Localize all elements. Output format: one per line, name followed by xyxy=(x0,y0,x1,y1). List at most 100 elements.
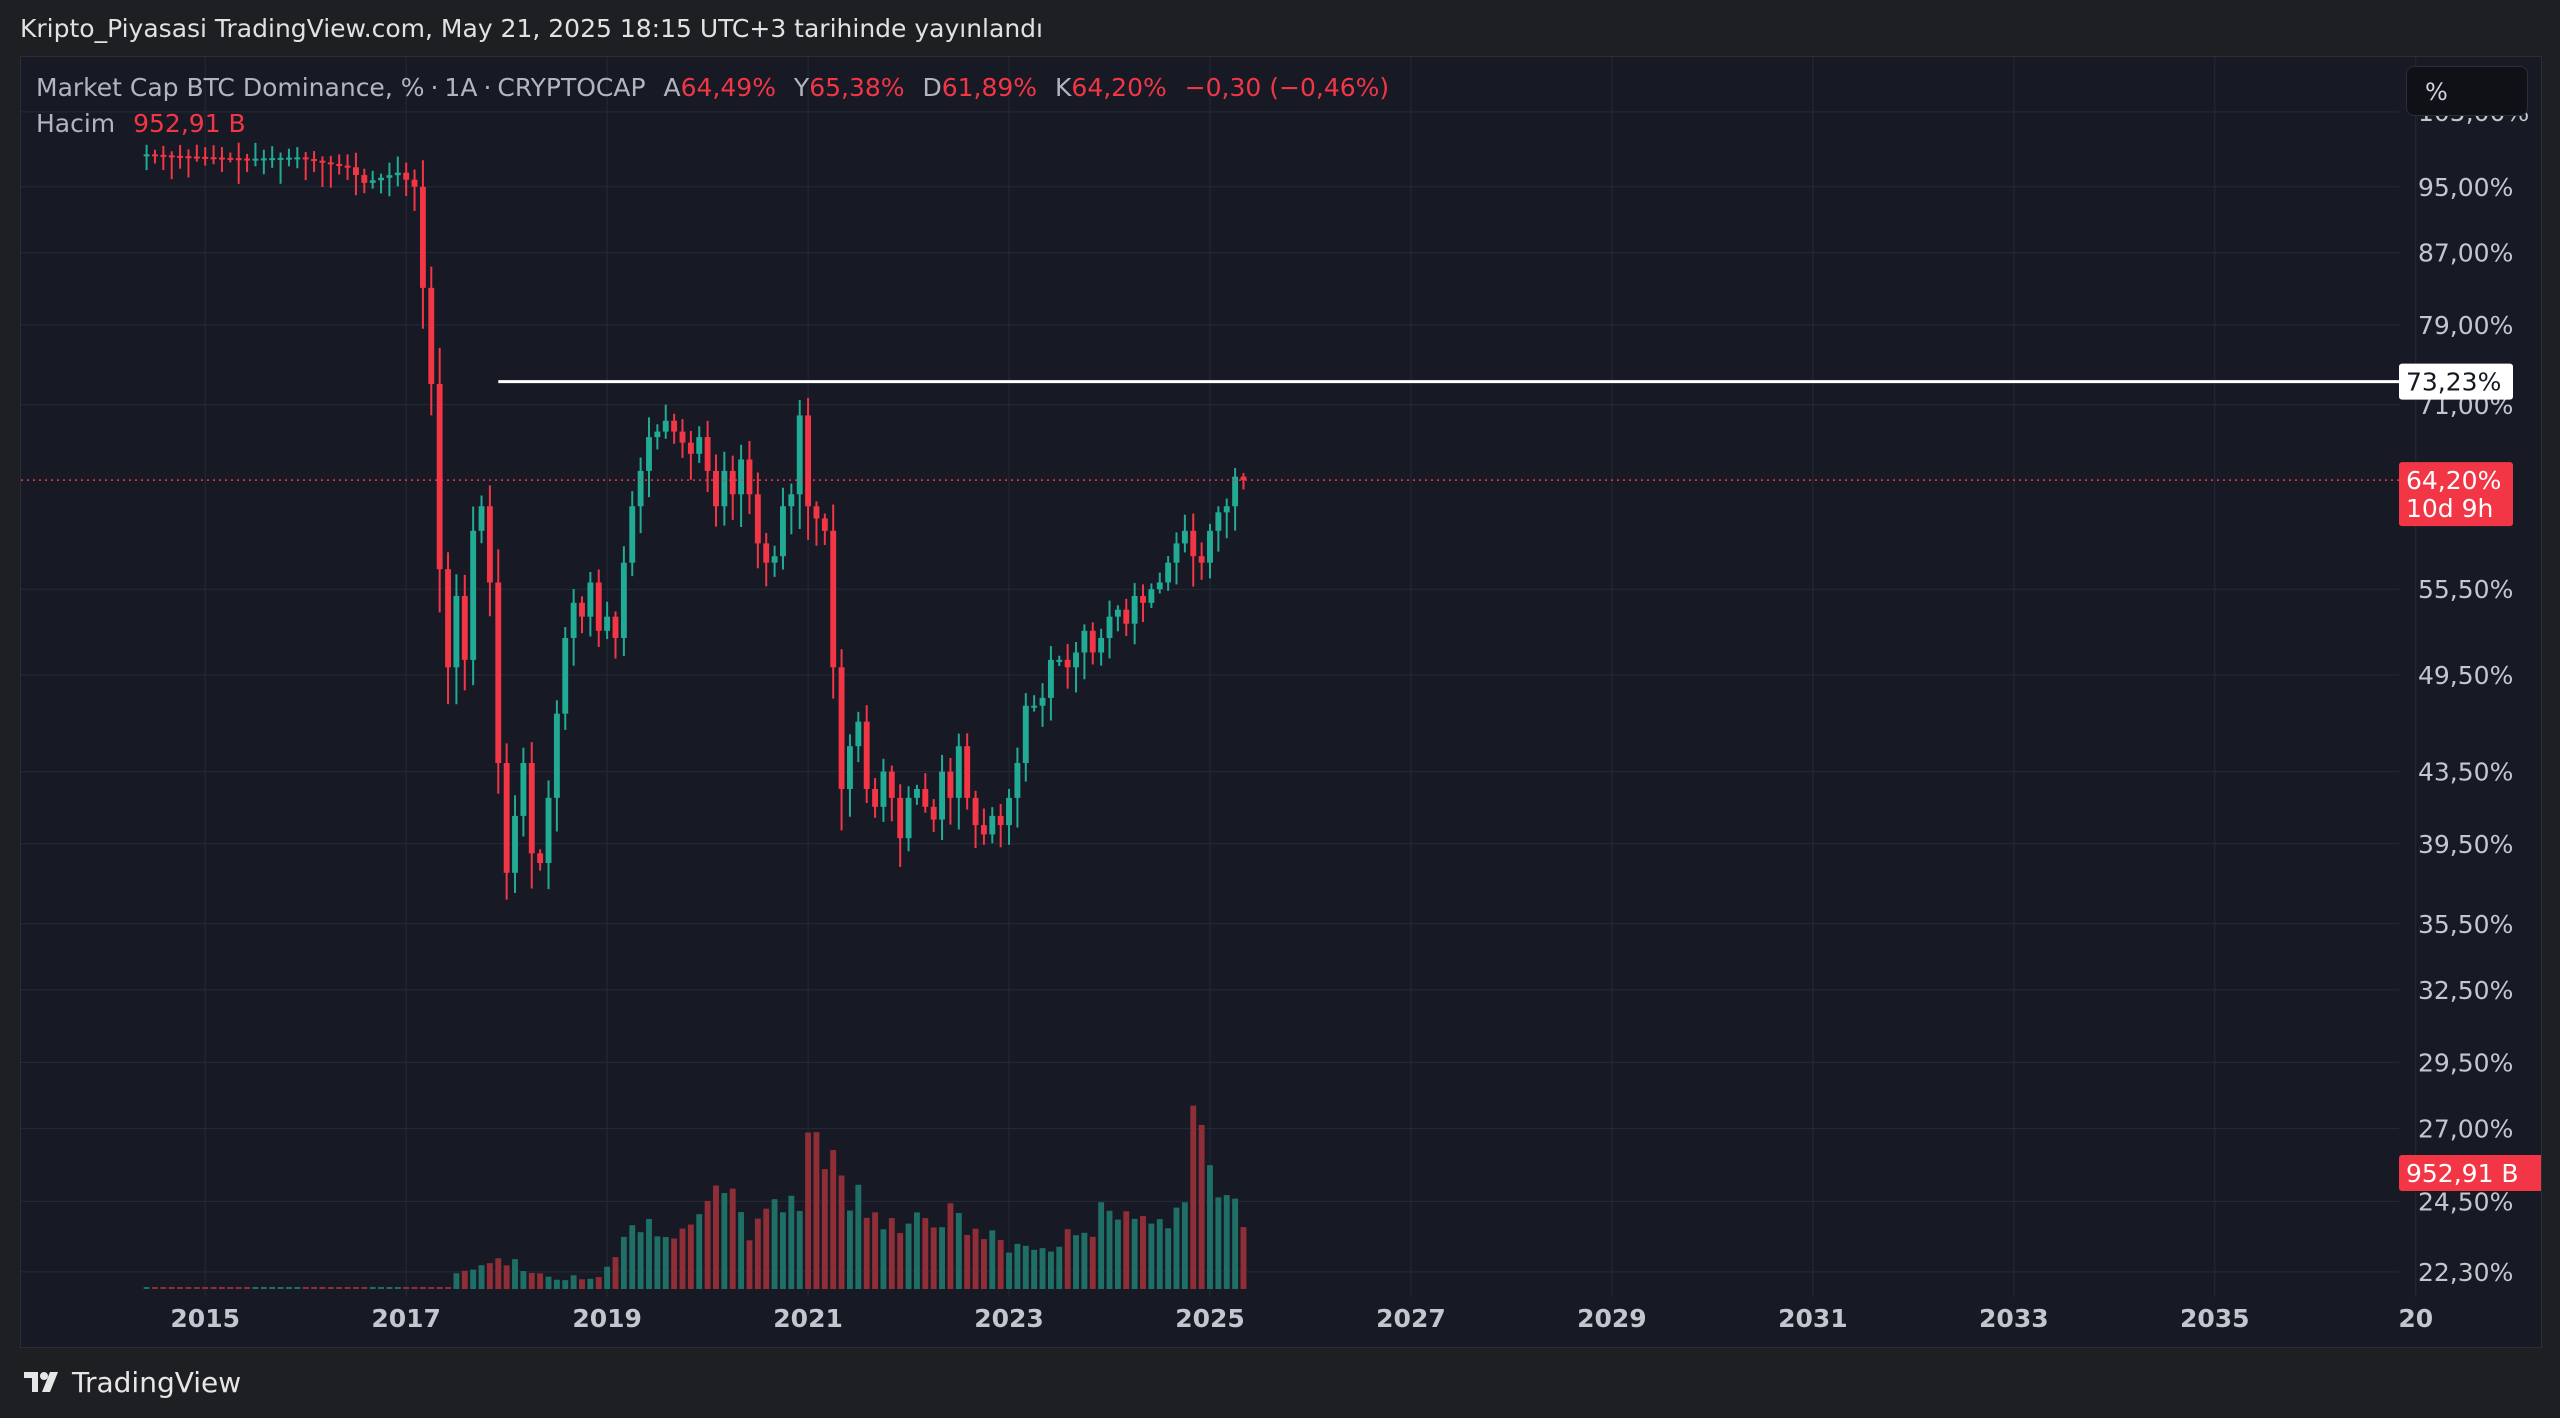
x-tick-label: 2021 xyxy=(773,1304,843,1333)
volume-bar xyxy=(579,1279,585,1289)
candle-body xyxy=(461,595,468,660)
volume-bar xyxy=(1039,1248,1046,1289)
candle-body xyxy=(1123,609,1130,624)
legend-separator: · xyxy=(483,73,492,102)
volume-label[interactable]: Hacim xyxy=(36,109,116,138)
volume-bar xyxy=(143,1286,150,1289)
candle-body xyxy=(235,158,242,161)
tradingview-brand: TradingView xyxy=(72,1365,242,1399)
candle-body xyxy=(813,506,820,519)
candle-body xyxy=(1156,582,1163,590)
y-tick-label: 95,00% xyxy=(2418,173,2513,202)
x-tick-label: 2025 xyxy=(1175,1304,1245,1333)
volume-bar xyxy=(930,1227,937,1289)
volume-bar xyxy=(168,1286,175,1289)
last-price-badge xyxy=(2399,462,2513,527)
x-tick-label: 2017 xyxy=(371,1304,441,1333)
candle-body xyxy=(763,543,770,563)
resistance-label-bg xyxy=(2399,363,2513,400)
volume-bar xyxy=(1031,1249,1038,1289)
candle-body xyxy=(352,167,359,176)
candle-body xyxy=(344,165,351,168)
volume-bar xyxy=(1047,1251,1054,1289)
volume-bar xyxy=(378,1286,384,1289)
legend-separator: · xyxy=(430,73,439,102)
volume-bar xyxy=(855,1184,862,1289)
volume-bar xyxy=(671,1238,678,1289)
candle-body xyxy=(872,789,879,807)
volume-bar xyxy=(302,1286,309,1289)
volume-bar xyxy=(1081,1232,1088,1289)
volume-bar xyxy=(746,1240,753,1289)
volume-bar xyxy=(327,1286,334,1289)
volume-bar xyxy=(964,1235,971,1289)
volume-bar xyxy=(872,1212,879,1289)
candle-body xyxy=(662,420,669,432)
candle-body xyxy=(269,158,276,161)
volume-bar xyxy=(160,1286,167,1289)
candle-body xyxy=(914,789,920,798)
volume-bar xyxy=(637,1232,644,1289)
candle-body xyxy=(202,156,209,159)
candle-body xyxy=(1131,595,1138,624)
scale-mode-button[interactable]: % xyxy=(2406,66,2528,116)
countdown-label: 10d 9h xyxy=(2406,494,2493,523)
interval-label[interactable]: 1A xyxy=(444,73,478,102)
candle-body xyxy=(219,157,225,160)
volume-bar xyxy=(202,1286,209,1289)
candle-body xyxy=(1140,595,1146,603)
volume-bar xyxy=(210,1286,217,1289)
volume-bar xyxy=(478,1265,485,1289)
volume-bar xyxy=(1215,1197,1222,1289)
candle-body xyxy=(1006,797,1012,826)
high-value: 65,38% xyxy=(809,73,905,102)
candle-body xyxy=(587,582,594,617)
candle-body xyxy=(168,155,175,158)
volume-bar xyxy=(1064,1229,1071,1289)
candle-body xyxy=(160,154,167,157)
candle-body xyxy=(671,420,678,432)
volume-bar xyxy=(1089,1236,1096,1289)
price-chart[interactable]: 105,00%95,00%87,00%79,00%71,00%55,50%49,… xyxy=(21,57,2541,1347)
candle-body xyxy=(1064,659,1071,668)
tradingview-logo-icon xyxy=(24,1372,58,1392)
volume-bar xyxy=(185,1286,192,1289)
candle-body xyxy=(838,667,845,790)
volume-bar xyxy=(738,1212,745,1289)
legend-volume-row: Hacim 952,91 B xyxy=(36,106,1389,142)
candle-body xyxy=(847,746,853,790)
volume-bar xyxy=(587,1278,594,1289)
volume-bar xyxy=(394,1286,401,1289)
volume-bar xyxy=(286,1286,292,1289)
volume-bar xyxy=(813,1132,820,1289)
y-tick-label: 79,00% xyxy=(2418,311,2513,340)
symbol-title[interactable]: Market Cap BTC Dominance, % xyxy=(36,73,425,102)
candle-body xyxy=(152,154,158,157)
candle-body xyxy=(771,556,778,563)
volume-bar xyxy=(386,1286,393,1289)
chart-frame[interactable]: 105,00%95,00%87,00%79,00%71,00%55,50%49,… xyxy=(20,56,2542,1348)
volume-bar xyxy=(914,1212,920,1289)
candle-body xyxy=(1207,530,1213,563)
candle-body xyxy=(1081,630,1088,653)
volume-bar xyxy=(888,1218,895,1289)
volume-bar xyxy=(838,1175,845,1289)
candle-body xyxy=(227,157,234,160)
volume-bar xyxy=(713,1185,719,1289)
candle-body xyxy=(537,853,544,864)
volume-bar xyxy=(252,1286,259,1289)
candle-body xyxy=(545,797,552,864)
y-tick-label: 39,50% xyxy=(2418,830,2513,859)
candle-body xyxy=(143,154,150,157)
volume-bar xyxy=(754,1218,761,1289)
candle-body xyxy=(419,186,426,288)
volume-bar xyxy=(1073,1235,1079,1289)
y-tick-label: 22,30% xyxy=(2418,1258,2513,1287)
volume-bar xyxy=(1131,1218,1138,1289)
x-tick-label: 2023 xyxy=(974,1304,1044,1333)
volume-bar xyxy=(905,1223,912,1289)
candle-body xyxy=(788,494,795,507)
volume-bar xyxy=(788,1195,795,1289)
candle-body xyxy=(604,616,611,631)
candle-body xyxy=(327,162,334,165)
